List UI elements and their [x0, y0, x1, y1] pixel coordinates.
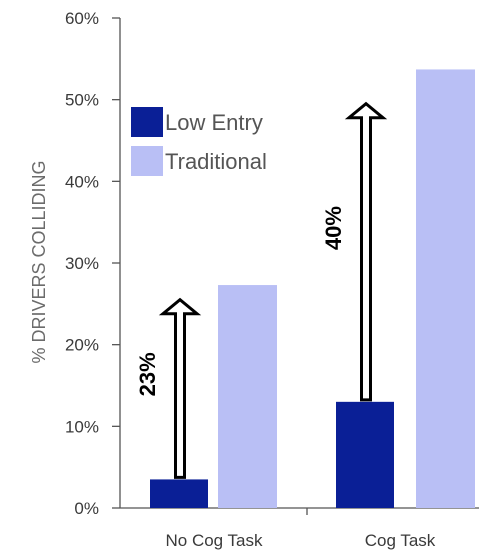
increase-arrows: 23% 40% — [135, 101, 388, 479]
legend-swatch-low-entry — [131, 107, 163, 137]
y-tick-label: 20% — [65, 336, 99, 355]
bar-traditional — [218, 285, 277, 508]
y-tick-label: 60% — [65, 9, 99, 28]
legend-label-low-entry: Low Entry — [165, 110, 263, 135]
y-axis-ticks: 0% 10% 20% 30% 40% 50% 60% — [65, 9, 120, 518]
x-category-label-cog-task: Cog Task — [365, 531, 436, 550]
increase-label: 40% — [321, 206, 346, 250]
y-tick-label: 10% — [65, 417, 99, 436]
bar-traditional — [416, 69, 475, 508]
y-tick-label: 0% — [74, 499, 99, 518]
increase-label: 23% — [135, 352, 160, 396]
bar-low-entry — [336, 401, 394, 508]
y-axis-label: % DRIVERS COLLIDING — [29, 160, 49, 363]
y-tick-label: 50% — [65, 91, 99, 110]
legend: Low Entry Traditional — [131, 107, 267, 176]
bar-low-entry — [150, 479, 208, 508]
bars — [150, 69, 475, 508]
y-tick-label: 40% — [65, 172, 99, 191]
x-category-label-no-cog-task: No Cog Task — [165, 531, 263, 550]
increase-arrow — [344, 101, 388, 402]
increase-arrow — [158, 297, 202, 479]
legend-swatch-traditional — [131, 146, 163, 176]
y-tick-label: 30% — [65, 254, 99, 273]
legend-label-traditional: Traditional — [165, 149, 267, 174]
